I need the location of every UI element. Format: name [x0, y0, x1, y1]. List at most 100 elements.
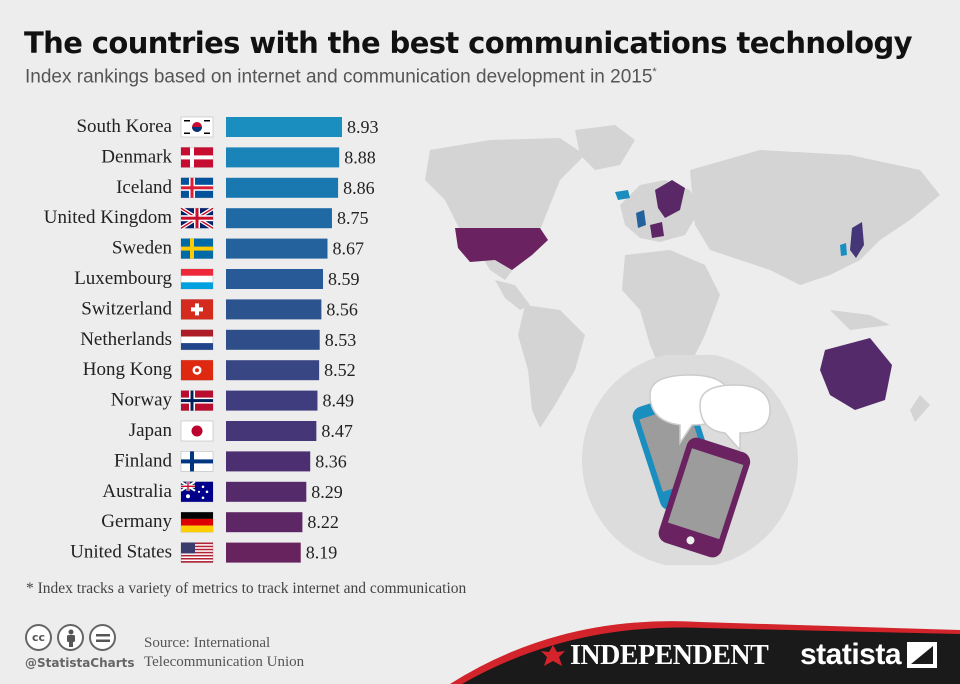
value-label: 8.88: [344, 147, 376, 167]
north-america-landmass: [425, 138, 585, 280]
chart-row: Germany 8.22: [101, 511, 339, 533]
africa-landmass: [622, 250, 720, 380]
bar: [226, 299, 322, 320]
bar: [226, 177, 339, 198]
chart-row: Denmark 8.88: [101, 146, 376, 168]
category-label: Denmark: [101, 146, 172, 167]
japan-highlight: [850, 222, 864, 258]
subtitle-footnote-mark: *: [652, 66, 657, 78]
bar: [226, 421, 317, 441]
category-label: Switzerland: [81, 298, 172, 319]
equals-icon: [89, 624, 116, 651]
united-kingdom-flag: [179, 206, 215, 230]
value-label: 8.75: [337, 208, 369, 228]
source-line-1: Source: International: [144, 635, 271, 651]
new-zealand-landmass: [910, 395, 930, 422]
chart-row: Netherlands 8.53: [80, 329, 357, 351]
eagle-icon: [541, 645, 565, 666]
chart-row: Switzerland 8.56: [81, 298, 358, 320]
value-label: 8.22: [307, 512, 339, 532]
korea-highlight: [840, 243, 847, 256]
chart-row: Finland 8.36: [114, 450, 347, 472]
category-label: United Kingdom: [44, 207, 172, 228]
publisher-name: INDEPENDENT: [570, 640, 769, 671]
united-states-highlight: [455, 228, 548, 270]
category-label: Australia: [102, 481, 172, 502]
norway-flag: [180, 390, 214, 411]
chart-row: South Korea 8.93: [76, 116, 379, 138]
germany-highlight: [650, 222, 664, 238]
source-note: Source: International Telecommunication …: [144, 634, 304, 672]
bar: [226, 451, 311, 472]
chart-row: Sweden 8.67: [112, 238, 364, 259]
bar: [226, 238, 328, 259]
luxembourg-flag: [180, 268, 214, 290]
indonesia-landmass: [830, 310, 890, 330]
scandinavia-highlight: [655, 180, 685, 218]
iceland-flag: [180, 177, 214, 199]
phones-illustration: [582, 355, 798, 565]
bar: [226, 542, 301, 563]
value-label: 8.59: [328, 269, 360, 289]
category-label: Luxembourg: [74, 268, 172, 289]
finland-flag: [180, 451, 214, 472]
chart-row: Iceland 8.86: [116, 177, 375, 199]
united-states-flag: [180, 542, 214, 563]
chart-row: Hong Kong 8.52: [83, 359, 356, 381]
bar: [226, 512, 303, 533]
value-label: 8.93: [347, 117, 379, 137]
category-label: Hong Kong: [83, 359, 173, 380]
category-label: United States: [70, 542, 172, 563]
source-line-2: Telecommunication Union: [144, 654, 305, 670]
chart-title: The countries with the best communicatio…: [24, 26, 913, 60]
value-label: 8.36: [315, 451, 347, 471]
bar: [226, 117, 342, 137]
bar: [226, 147, 340, 168]
category-label: Germany: [101, 511, 172, 532]
south-america-landmass: [518, 305, 585, 428]
purple-phone-icon: [658, 437, 751, 558]
footnote: * Index tracks a variety of metrics to t…: [26, 580, 467, 597]
category-label: Norway: [111, 390, 173, 411]
by-icon: [57, 624, 84, 651]
subtitle-text: Index rankings based on internet and com…: [25, 66, 653, 88]
bar: [226, 269, 324, 289]
switzerland-flag: [180, 299, 214, 320]
netherlands-flag: [180, 329, 214, 351]
hong-kong-flag: [180, 359, 214, 381]
greenland-landmass: [575, 125, 635, 170]
bar: [226, 481, 307, 502]
value-label: 8.86: [343, 178, 375, 198]
chat-bubble-icon-2: [699, 384, 771, 452]
category-label: South Korea: [76, 116, 172, 137]
value-label: 8.67: [333, 239, 365, 259]
world-map: [425, 125, 940, 428]
south-korea-flag: [180, 116, 214, 138]
bar: [226, 329, 320, 350]
chart-row: Luxembourg 8.59: [74, 268, 360, 290]
value-label: 8.29: [311, 482, 343, 502]
iceland-highlight: [615, 190, 630, 200]
category-label: Netherlands: [80, 329, 172, 350]
value-label: 8.56: [326, 299, 358, 319]
asia-landmass: [690, 150, 940, 285]
value-label: 8.53: [325, 330, 357, 350]
value-label: 8.52: [324, 360, 356, 380]
australia-flag: [180, 480, 214, 503]
australia-highlight: [820, 338, 892, 410]
central-america-landmass: [495, 280, 530, 310]
statista-mark-icon: [907, 642, 938, 668]
chart-row: Norway 8.49: [111, 390, 354, 411]
brand-name: statista: [800, 638, 902, 671]
footer-wave-background: [450, 621, 960, 684]
value-label: 8.19: [306, 543, 338, 563]
chart-subtitle: Index rankings based on internet and com…: [25, 66, 657, 88]
independent-logo: INDEPENDENT: [540, 640, 769, 672]
denmark-flag: [180, 147, 214, 168]
sweden-flag: [180, 238, 214, 259]
chart-row: Australia 8.29: [102, 480, 343, 503]
uk-highlight: [636, 210, 646, 228]
statista-logo: statista: [800, 638, 938, 672]
chart-row: United Kingdom 8.75: [44, 206, 369, 230]
category-label: Iceland: [116, 177, 172, 198]
